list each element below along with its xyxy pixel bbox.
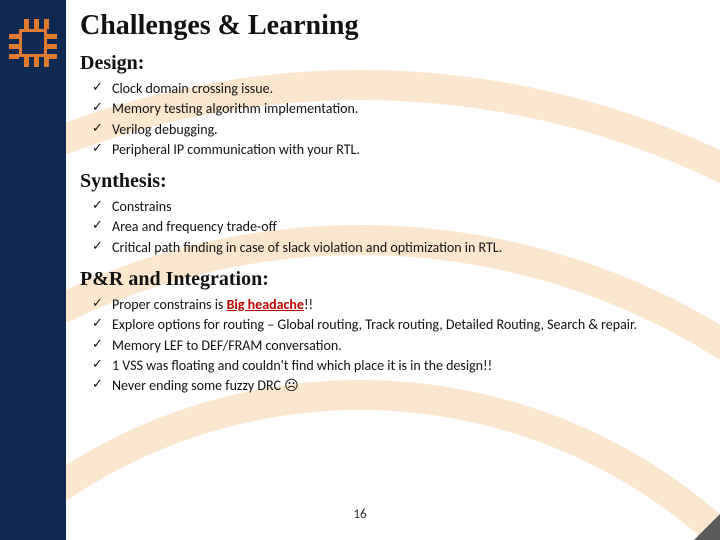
list-item: Explore options for routing – Global rou… [90,315,698,335]
slide: Challenges & Learning Design: Clock domai… [0,0,720,540]
chip-pin [9,44,19,49]
chip-pin [47,34,57,39]
corner-fold-icon [694,514,720,540]
chip-pin [47,44,57,49]
chip-pin [24,19,29,29]
list-item: Peripheral IP communication with your RT… [90,140,698,160]
page-number: 16 [353,507,366,522]
list-item: 1 VSS was floating and couldn't find whi… [90,356,698,376]
list-item: Memory testing algorithm implementation. [90,99,698,119]
list-item: Verilog debugging. [90,120,698,140]
chip-pin [24,57,29,67]
content-area: Challenges & Learning Design: Clock domai… [66,0,720,540]
chip-pin [44,19,49,29]
list-item: Constrains [90,197,698,217]
section-heading: Synthesis: [80,170,698,193]
list-item: Never ending some fuzzy DRC ☹ [90,376,698,396]
chip-pin [47,54,57,59]
bullet-list: Clock domain crossing issue.Memory testi… [80,79,698,160]
section-heading: P&R and Integration: [80,268,698,291]
chip-pin [9,34,19,39]
list-item: Area and frequency trade-off [90,217,698,237]
list-item: Critical path finding in case of slack v… [90,238,698,258]
list-item: Memory LEF to DEF/FRAM conversation. [90,336,698,356]
list-item: Clock domain crossing issue. [90,79,698,99]
left-sidebar [0,0,66,540]
big-headache-text: Big headache [227,296,304,313]
section-heading: Design: [80,52,698,75]
chip-pin [34,19,39,29]
slide-title: Challenges & Learning [80,10,698,42]
chip-core [19,29,47,57]
chip-pin [9,54,19,59]
bullet-list: Proper constrains is Big headache!!Explo… [80,295,698,396]
bullet-list: ConstrainsArea and frequency trade-offCr… [80,197,698,258]
list-item: Proper constrains is Big headache!! [90,295,698,315]
chip-icon [8,18,58,68]
chip-pin [34,57,39,67]
